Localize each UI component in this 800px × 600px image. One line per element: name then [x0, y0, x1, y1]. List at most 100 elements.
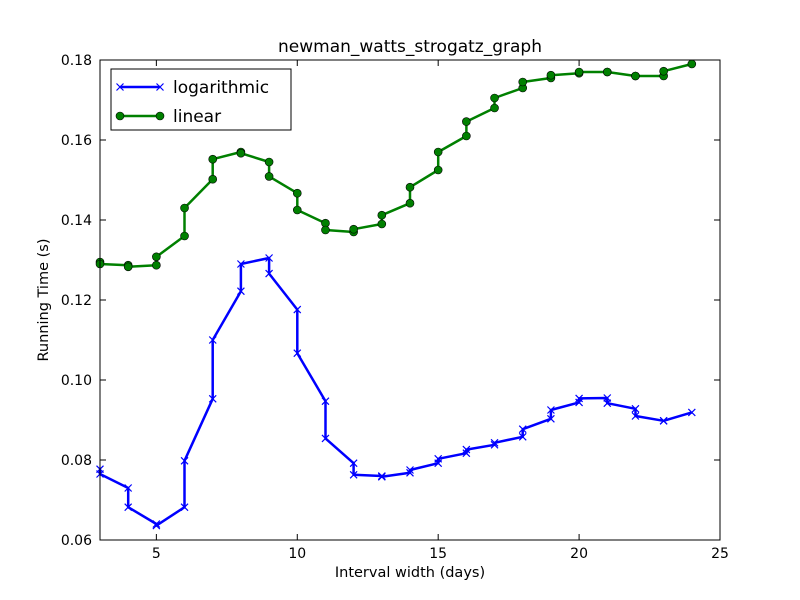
data-point	[462, 445, 471, 454]
legend: logarithmic linear	[110, 68, 292, 131]
data-point	[462, 117, 471, 126]
data-point	[518, 432, 527, 441]
data-point	[405, 182, 415, 192]
series-logarithmic	[96, 254, 696, 530]
series-layer	[95, 59, 697, 530]
data-point	[631, 412, 640, 420]
data-point	[602, 67, 612, 77]
data-point	[631, 404, 640, 413]
legend-item-linear: linear	[115, 107, 221, 127]
y-tick-label: 0.16	[61, 133, 92, 149]
data-point	[152, 520, 161, 528]
y-tick-label: 0.10	[61, 373, 92, 389]
legend-marker	[116, 83, 124, 91]
ticks-layer: 5 10 15 20 25 0.06 0.08 0.10 0.12 0.14 0.16 0.18	[61, 53, 729, 562]
plot-frame	[99, 59, 721, 541]
data-point	[349, 459, 358, 468]
data-point	[490, 93, 499, 103]
chart-title: newman_watts_strogatz_graph	[278, 37, 542, 57]
data-point	[292, 205, 302, 215]
data-point	[659, 66, 668, 76]
y-tick-label: 0.18	[61, 53, 92, 69]
data-point	[490, 103, 499, 113]
y-tick-label: 0.12	[61, 293, 92, 309]
data-point	[180, 456, 189, 465]
data-point	[124, 484, 133, 492]
data-point	[490, 440, 499, 449]
data-point	[208, 336, 217, 344]
data-point	[293, 349, 302, 358]
data-point	[349, 470, 358, 479]
data-point	[180, 503, 189, 512]
legend-label: linear	[173, 107, 221, 127]
x-tick-label: 25	[711, 546, 729, 562]
y-axis-label: Running Time (s)	[36, 239, 52, 362]
data-point	[405, 198, 415, 208]
data-point	[377, 472, 386, 481]
series-linear	[95, 59, 697, 272]
y-tick-label: 0.06	[61, 533, 92, 549]
data-point	[264, 157, 274, 167]
legend-label: logarithmic	[173, 78, 269, 98]
data-point	[433, 165, 443, 175]
x-tick-label: 15	[429, 546, 447, 562]
legend-items: logarithmic linear	[115, 78, 269, 127]
data-point	[124, 503, 133, 512]
data-point	[406, 468, 414, 477]
data-point	[434, 454, 443, 463]
data-point	[152, 252, 161, 262]
plot-area	[100, 60, 720, 540]
data-point	[433, 147, 443, 157]
plot-background	[100, 60, 720, 540]
data-point	[574, 67, 584, 77]
data-point	[575, 394, 584, 403]
data-point	[180, 203, 189, 213]
data-point	[180, 231, 189, 241]
data-point	[546, 414, 555, 423]
data-point	[687, 408, 696, 417]
data-point	[546, 406, 555, 414]
data-point	[292, 188, 302, 198]
y-tick-label: 0.08	[61, 453, 92, 469]
data-point	[406, 466, 414, 474]
data-point	[321, 434, 330, 443]
data-point	[659, 416, 668, 425]
data-point	[518, 77, 528, 87]
data-point	[321, 397, 330, 406]
data-point	[265, 254, 274, 262]
data-point	[490, 438, 499, 447]
legend-item-logarithmic: logarithmic	[116, 78, 269, 98]
legend-marker	[155, 111, 165, 121]
data-point	[462, 449, 471, 458]
legend-marker	[115, 111, 125, 121]
legend-box	[110, 68, 292, 131]
data-point	[518, 425, 527, 434]
x-tick-label: 5	[152, 546, 161, 562]
data-point	[236, 287, 245, 296]
data-point	[293, 305, 302, 314]
y-tick-label: 0.14	[61, 213, 92, 229]
data-point	[631, 71, 640, 81]
data-point	[152, 260, 161, 270]
x-axis-label: Interval width (days)	[335, 565, 485, 581]
data-point	[236, 260, 245, 268]
data-point	[208, 154, 218, 164]
data-point	[603, 399, 612, 408]
data-point	[687, 59, 697, 69]
data-point	[546, 70, 556, 80]
data-point	[208, 394, 217, 403]
legend-marker	[156, 83, 164, 91]
data-point	[264, 172, 274, 181]
data-point	[236, 148, 246, 158]
data-point	[377, 210, 387, 220]
x-tick-label: 20	[570, 546, 588, 562]
data-point	[152, 521, 161, 530]
data-point	[265, 269, 274, 278]
x-tick-label: 10	[288, 546, 306, 562]
data-point	[349, 224, 358, 234]
data-point	[208, 174, 218, 184]
data-point	[462, 131, 471, 141]
data-point	[321, 225, 330, 235]
data-point	[123, 262, 133, 272]
